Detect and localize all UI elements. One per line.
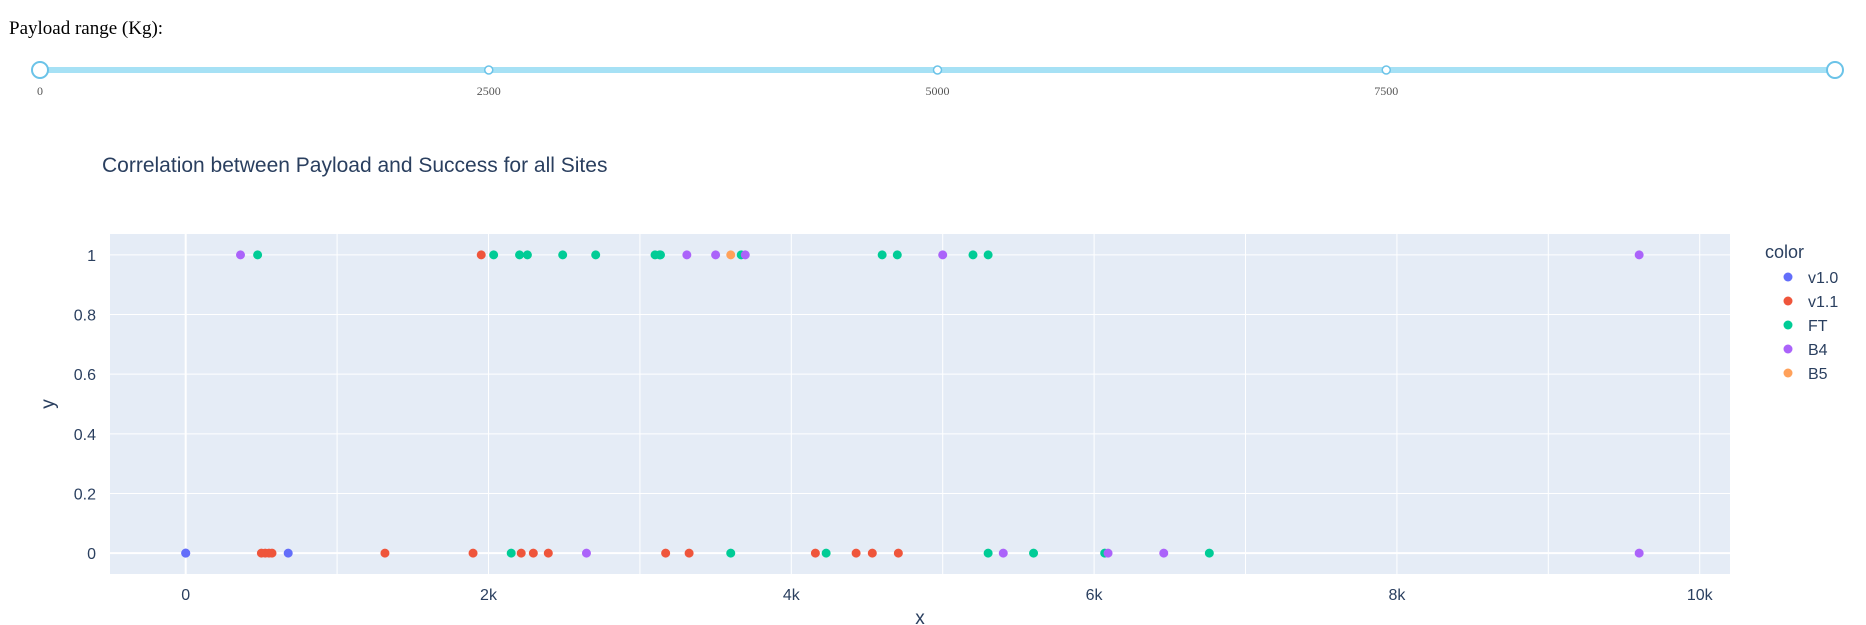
legend-marker — [1783, 368, 1793, 378]
slider-mark-label: 0 — [37, 84, 43, 98]
x-axis-label: x — [915, 608, 925, 625]
y-tick-label: 0.8 — [74, 308, 96, 325]
data-point-b4 — [1634, 548, 1644, 558]
data-point-v1-1 — [867, 548, 877, 558]
data-point-b4 — [740, 250, 750, 260]
y-axis-label: y — [38, 399, 59, 409]
x-axis-ticks: 0 2k 4k 6k 8k 10k — [181, 587, 1713, 604]
data-point-b4 — [711, 250, 721, 260]
slider-handle-high[interactable] — [1826, 61, 1844, 79]
x-tick-label: 2k — [480, 587, 498, 604]
data-point-v1-1 — [476, 250, 486, 260]
data-point-ft — [1204, 548, 1214, 558]
x-tick-label: 10k — [1687, 587, 1714, 604]
data-point-b4 — [682, 250, 692, 260]
data-point-ft — [522, 250, 532, 260]
x-tick-label: 8k — [1388, 587, 1406, 604]
data-point-ft — [726, 548, 736, 558]
data-point-v1-0 — [283, 548, 293, 558]
data-point-ft — [489, 250, 499, 260]
slider-mark-dot — [932, 65, 943, 75]
data-point-ft — [506, 548, 516, 558]
y-tick-label: 0.6 — [74, 367, 96, 384]
data-point-v1-1 — [684, 548, 694, 558]
data-point-v1-1 — [851, 548, 861, 558]
data-point-ft — [253, 250, 263, 260]
slider-handle-low[interactable] — [31, 61, 49, 79]
y-tick-label: 0.2 — [74, 486, 96, 503]
grid-lines — [110, 234, 1730, 574]
chart-title: Correlation between Payload and Success … — [102, 154, 607, 177]
legend: color v1.0 v1.1 FT B4 B5 — [1765, 242, 1838, 383]
legend-item-label: B4 — [1808, 342, 1828, 359]
data-point-ft — [877, 250, 887, 260]
data-point-ft — [1029, 548, 1039, 558]
slider-mark-label: 5000 — [926, 84, 950, 98]
slider-mark-label: 2500 — [477, 84, 501, 98]
data-point-v1-1 — [516, 548, 526, 558]
legend-marker — [1783, 296, 1793, 306]
data-point-ft — [968, 250, 978, 260]
data-point-b4 — [1634, 250, 1644, 260]
data-point-v1-1 — [267, 548, 277, 558]
data-point-v1-1 — [528, 548, 538, 558]
x-tick-label: 6k — [1086, 587, 1104, 604]
legend-item-label: B5 — [1808, 366, 1828, 383]
slider-mark-dot — [1381, 65, 1391, 75]
data-point-b4 — [581, 548, 591, 558]
data-point-ft — [821, 548, 831, 558]
legend-marker — [1783, 272, 1793, 282]
legend-item-label: v1.1 — [1808, 294, 1838, 311]
data-point-b4 — [1159, 548, 1169, 558]
data-points — [181, 250, 1644, 558]
data-point-ft — [558, 250, 568, 260]
data-point-ft — [655, 250, 665, 260]
data-point-v1-1 — [543, 548, 553, 558]
y-tick-label: 0.4 — [74, 427, 96, 444]
legend-marker — [1783, 320, 1793, 330]
data-point-v1-1 — [380, 548, 390, 558]
legend-item-label: FT — [1808, 318, 1828, 335]
y-tick-label: 1 — [87, 248, 96, 265]
data-point-b4 — [1103, 548, 1113, 558]
data-point-v1-1 — [810, 548, 820, 558]
payload-range-slider[interactable]: 0 2500 5000 7500 — [0, 0, 1866, 120]
x-tick-label: 4k — [783, 587, 801, 604]
data-point-ft — [591, 250, 601, 260]
data-point-v1-1 — [893, 548, 903, 558]
data-point-ft — [515, 250, 525, 260]
legend-title: color — [1765, 242, 1804, 262]
data-point-v1-0 — [181, 548, 191, 558]
data-point-v1-1 — [468, 548, 478, 558]
data-point-b4 — [998, 548, 1008, 558]
data-point-ft — [983, 250, 993, 260]
slider-label: Payload range (Kg): — [9, 18, 164, 39]
legend-item-label: v1.0 — [1808, 270, 1838, 287]
data-point-ft — [892, 250, 902, 260]
legend-marker — [1783, 344, 1793, 354]
data-point-ft — [983, 548, 993, 558]
slider-mark-dot — [484, 65, 494, 75]
y-tick-label: 0 — [87, 546, 96, 563]
slider-mark-label: 7500 — [1374, 84, 1398, 98]
data-point-v1-1 — [661, 548, 671, 558]
data-point-b5 — [726, 250, 736, 260]
slider-track-group[interactable]: 0 2500 5000 7500 — [31, 61, 1844, 98]
data-point-b4 — [236, 250, 246, 260]
data-point-b4 — [938, 250, 948, 260]
plot-area — [110, 234, 1730, 574]
x-tick-label: 0 — [181, 587, 190, 604]
y-axis-ticks: 0 0.2 0.4 0.6 0.8 1 — [74, 248, 96, 563]
